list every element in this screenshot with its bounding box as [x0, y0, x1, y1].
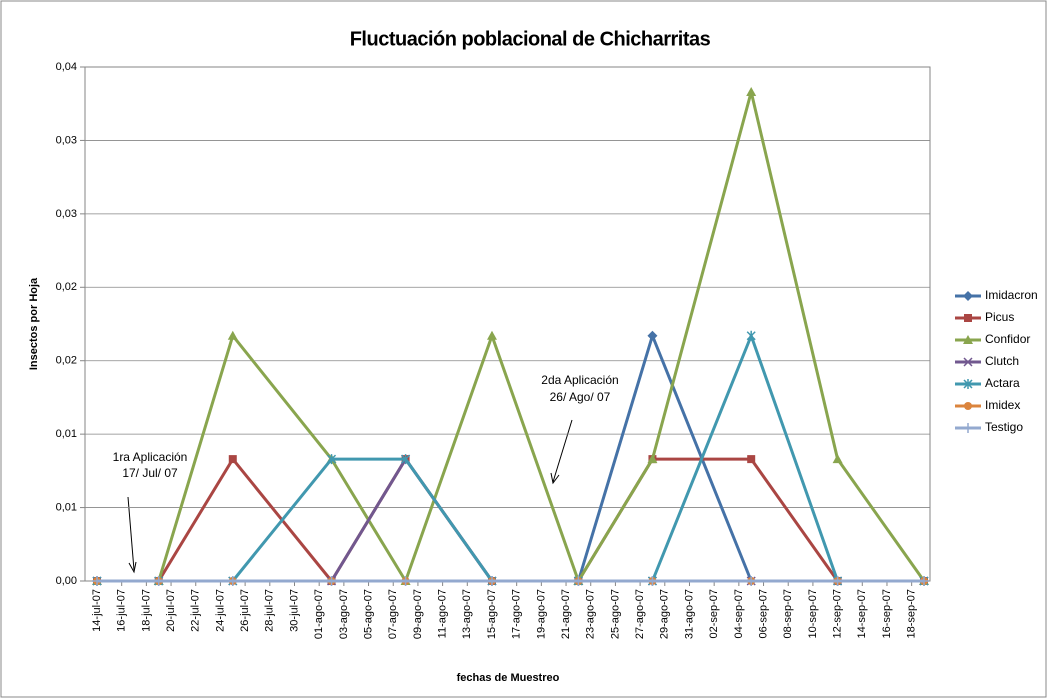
- x-tick-label: 16-sep-07: [881, 589, 893, 639]
- marker: [401, 454, 411, 465]
- x-tick-label: 24-jul-07: [214, 589, 226, 632]
- x-tick-label: 05-ago-07: [362, 589, 374, 639]
- x-tick-label: 31-ago-07: [683, 589, 695, 639]
- marker: [963, 423, 973, 433]
- y-tick-label: 0,02: [56, 355, 77, 367]
- x-tick-label: 13-ago-07: [461, 589, 473, 639]
- marker: [92, 576, 102, 586]
- marker: [153, 576, 164, 586]
- annotation-arrow: [552, 419, 573, 483]
- x-tick-label: 22-jul-07: [190, 589, 202, 632]
- x-tick-label: 17-ago-07: [511, 589, 523, 639]
- legend-label: Picus: [985, 310, 1014, 324]
- legend-label: Testigo: [985, 420, 1023, 434]
- legend-label: Actara: [985, 376, 1020, 390]
- annotation: 1ra Aplicación: [113, 450, 188, 464]
- x-tick-label: 14-sep-07: [856, 589, 868, 639]
- marker: [647, 330, 658, 341]
- marker: [228, 455, 237, 464]
- x-tick-label: 28-jul-07: [264, 589, 276, 632]
- x-tick-label: 11-ago-07: [437, 589, 449, 638]
- x-tick-label: 07-ago-07: [387, 589, 399, 639]
- x-tick-label: 18-jul-07: [140, 589, 152, 632]
- marker: [647, 454, 658, 464]
- x-tick-label: 02-sep-07: [708, 589, 720, 639]
- x-tick-label: 20-jul-07: [165, 589, 177, 632]
- marker: [747, 455, 756, 464]
- x-tick-label: 21-ago-07: [560, 589, 572, 639]
- y-axis-label: Insectos por Hoja: [28, 277, 40, 370]
- y-tick-label: 0,00: [56, 575, 77, 587]
- x-tick-label: 25-ago-07: [609, 589, 621, 639]
- chart-title: Fluctuación poblacional de Chicharritas: [350, 28, 711, 50]
- x-tick-label: 15-ago-07: [486, 589, 498, 639]
- marker: [963, 357, 973, 367]
- x-tick-label: 27-ago-07: [634, 589, 646, 639]
- marker: [963, 335, 973, 344]
- legend-label: Clutch: [985, 354, 1019, 368]
- x-tick-label: 18-sep-07: [906, 589, 918, 639]
- y-tick-label: 0,01: [56, 428, 77, 440]
- marker: [746, 576, 757, 586]
- x-tick-label: 10-sep-07: [807, 589, 819, 639]
- x-tick-label: 14-jul-07: [91, 589, 103, 632]
- y-tick-label: 0,04: [56, 61, 77, 73]
- x-tick-label: 12-sep-07: [832, 589, 844, 639]
- marker: [964, 314, 972, 322]
- marker: [963, 291, 973, 301]
- marker: [647, 576, 658, 586]
- marker: [486, 330, 497, 340]
- y-tick-label: 0,03: [56, 134, 77, 146]
- y-tick-label: 0,02: [56, 281, 77, 293]
- x-axis-label: fechas de Muestreo: [457, 672, 560, 684]
- x-tick-label: 04-sep-07: [733, 589, 745, 639]
- marker: [746, 330, 756, 341]
- x-tick-label: 30-jul-07: [288, 589, 300, 632]
- marker: [832, 454, 843, 464]
- marker: [326, 454, 337, 465]
- y-tick-label: 0,01: [56, 501, 77, 513]
- legend-label: Confidor: [985, 332, 1030, 346]
- x-tick-label: 08-sep-07: [782, 589, 794, 639]
- x-tick-label: 09-ago-07: [412, 589, 424, 639]
- marker: [573, 576, 584, 586]
- x-tick-label: 03-ago-07: [338, 589, 350, 639]
- marker: [400, 576, 411, 586]
- annotation-arrowhead: [550, 472, 560, 485]
- marker: [919, 576, 929, 586]
- marker: [227, 576, 238, 586]
- marker: [486, 576, 497, 586]
- x-tick-label: 06-sep-07: [757, 589, 769, 639]
- marker: [227, 330, 238, 340]
- x-tick-label: 16-jul-07: [116, 589, 128, 632]
- x-tick-label: 19-ago-07: [535, 589, 547, 639]
- marker: [963, 379, 973, 389]
- y-tick-label: 0,03: [56, 208, 77, 220]
- marker: [964, 402, 972, 410]
- x-tick-label: 26-jul-07: [239, 589, 251, 632]
- annotation-arrow: [127, 496, 135, 571]
- annotation: 2da Aplicación: [541, 373, 618, 387]
- annotation: 26/ Ago/ 07: [550, 390, 611, 404]
- marker: [326, 576, 337, 586]
- marker: [832, 576, 843, 586]
- annotation-arrowhead: [128, 561, 137, 574]
- legend-label: Imidex: [985, 398, 1020, 412]
- x-tick-label: 29-ago-07: [659, 589, 671, 639]
- annotation: 17/ Jul/ 07: [122, 466, 178, 480]
- legend-label: Imidacron: [985, 288, 1038, 302]
- x-tick-label: 23-ago-07: [585, 589, 597, 639]
- x-tick-label: 01-ago-07: [313, 589, 325, 639]
- marker: [746, 86, 757, 96]
